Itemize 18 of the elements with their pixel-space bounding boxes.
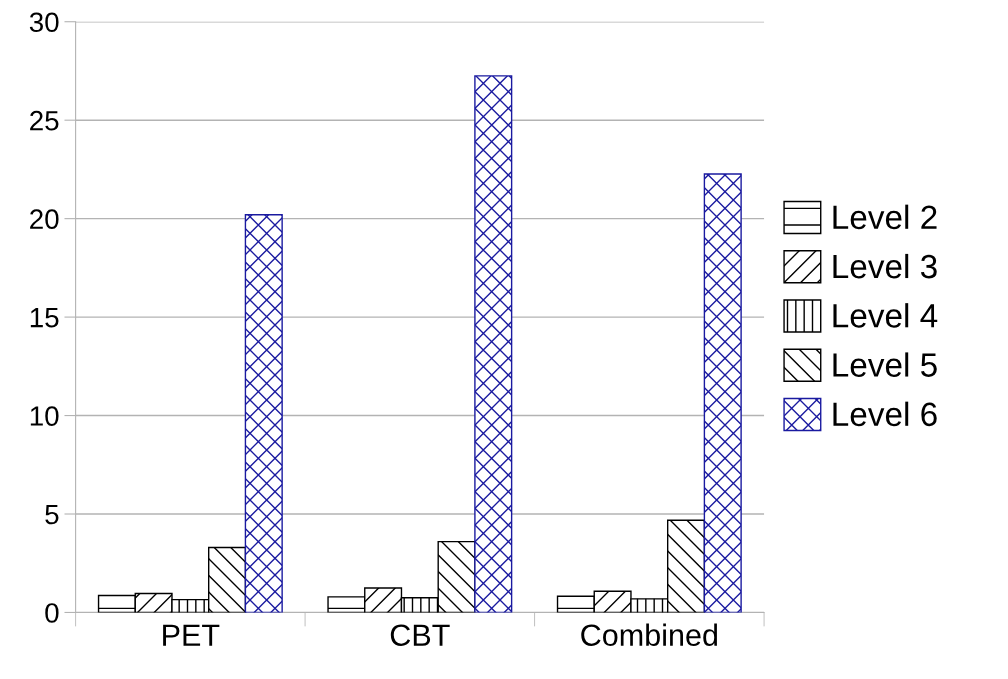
y-tick-label: 0 <box>45 603 59 623</box>
legend-label: Level 6 <box>833 401 937 427</box>
legend-label: Level 3 <box>833 253 937 279</box>
legend-label: Level 4 <box>833 303 938 328</box>
x-tick-label: Combined <box>581 623 717 647</box>
bar <box>703 173 742 613</box>
y-tick-label: 5 <box>45 504 59 525</box>
y-tick-label: 25 <box>30 110 59 131</box>
y-tick-label: 20 <box>30 209 59 229</box>
legend-label: Level 2 <box>833 204 937 230</box>
x-tick-label: PET <box>163 624 220 646</box>
y-tick-label: 15 <box>30 308 59 328</box>
y-tick-label: 10 <box>30 406 59 426</box>
y-tick-label: 30 <box>29 12 59 33</box>
bar <box>244 214 283 613</box>
x-tick-label: CBT <box>390 624 450 647</box>
bar <box>474 75 513 613</box>
legend-label: Level 5 <box>833 352 937 377</box>
